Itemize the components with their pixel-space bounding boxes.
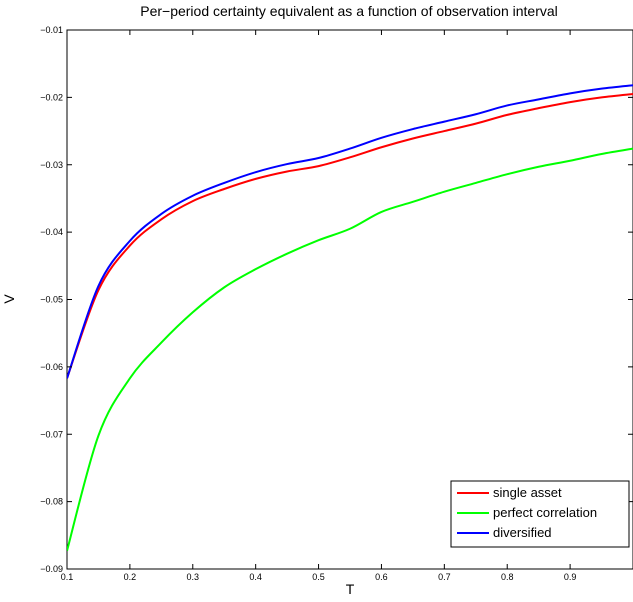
x-tick-label: 0.8: [501, 572, 514, 582]
x-tick-label: 0.3: [187, 572, 200, 582]
legend-label-single-asset: single asset: [493, 485, 562, 500]
legend-label-perfect-correlation: perfect correlation: [493, 505, 597, 520]
y-tick-label: −0.08: [40, 497, 63, 507]
y-tick-label: −0.02: [40, 92, 63, 102]
y-tick-label: −0.01: [40, 25, 63, 35]
legend-label-diversified: diversified: [493, 525, 552, 540]
x-axis-label: T: [346, 581, 355, 597]
legend: single asset perfect correlation diversifi…: [451, 481, 629, 547]
x-tick-label: 0.2: [124, 572, 137, 582]
y-tick-label: −0.09: [40, 564, 63, 574]
y-tick-label: −0.04: [40, 227, 63, 237]
chart-title: Per−period certainty equivalent as a fun…: [140, 3, 558, 19]
y-tick-label: −0.05: [40, 295, 63, 305]
y-tick-label: −0.07: [40, 429, 63, 439]
y-axis-label: V: [1, 294, 17, 304]
x-tick-label: 0.5: [312, 572, 325, 582]
x-tick-label: 0.4: [249, 572, 262, 582]
y-tick-label: −0.06: [40, 362, 63, 372]
x-tick-label: 0.7: [438, 572, 451, 582]
x-tick-label: 0.9: [564, 572, 577, 582]
x-tick-label: 0.6: [375, 572, 388, 582]
y-tick-label: −0.03: [40, 160, 63, 170]
